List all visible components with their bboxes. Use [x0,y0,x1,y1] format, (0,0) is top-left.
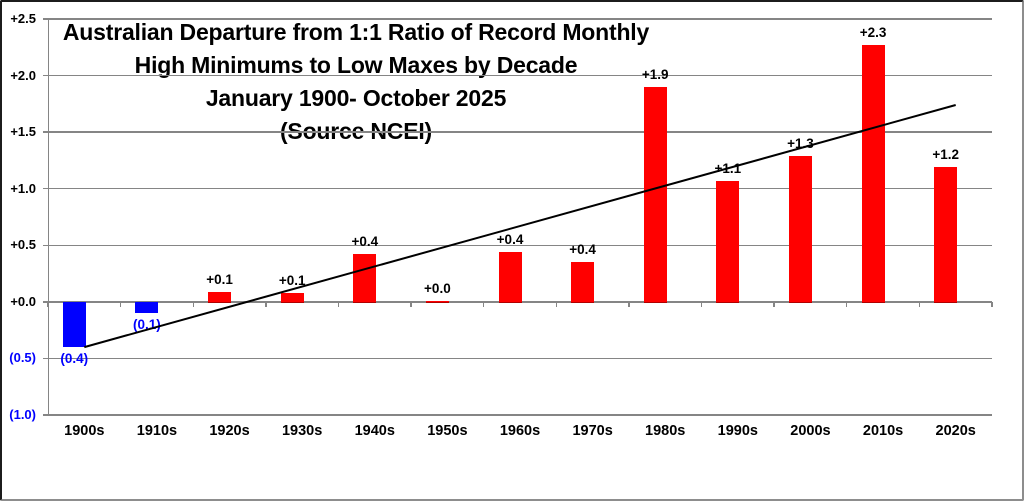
y-axis-label: +0.0 [10,293,36,309]
bar-value-label: +0.1 [278,272,306,288]
x-axis-label-1940s: 1940s [354,423,395,439]
y-axis-label: +1.5 [10,124,36,140]
y-axis-label: +2.5 [10,11,36,26]
bar-1930s [280,292,304,303]
bar-2020s [934,167,958,303]
bar-value-label: +1.1 [714,160,742,176]
gridline [43,74,992,77]
y-axis-line [48,19,50,415]
y-axis-label: (1.0) [9,407,36,422]
x-axis-tick [337,301,340,307]
x-axis-tick [192,301,194,307]
gridline [43,414,992,416]
x-axis-tick [773,301,775,307]
x-axis-tick [265,301,267,307]
x-axis-label-2010s: 2010s [862,423,904,439]
x-axis-tick [119,301,122,307]
x-axis-label-2000s: 2000s [790,423,831,439]
x-axis-tick [918,301,921,307]
x-axis-label-1990s: 1990s [717,423,758,439]
y-axis-label: +2.0 [10,67,36,83]
x-axis-tick [555,301,557,307]
bar-value-label: +0.1 [206,271,233,287]
chart-title-line-3: January 1900- October 2025 [205,85,507,111]
gridline [43,18,992,20]
x-axis-tick [47,301,49,307]
chart-title-line-1: Australian Departure from 1:1 Ratio of R… [62,19,650,45]
x-axis-label-2020s: 2020s [935,423,976,439]
chart-title-line-2: High Minimums to Low Maxes by Decade [134,52,578,78]
bar-value-label: +0.4 [496,232,524,248]
y-axis-label: (0.5) [9,350,36,366]
x-axis-tick [991,301,993,307]
x-axis-label-1950s: 1950s [427,423,468,439]
bar-2000s [788,155,812,303]
bar-1900s [62,301,86,348]
bar-1970s [571,262,595,303]
x-axis-tick [700,301,703,307]
bar-value-label: +2.3 [859,25,887,41]
bar-value-label: +1.3 [787,135,814,151]
bar-value-label: +1.9 [641,66,669,82]
x-axis-label-1930s: 1930s [281,423,323,439]
bar-1940s [353,254,377,303]
x-axis-label-1910s: 1910s [136,423,178,439]
y-axis-label: +1.0 [10,180,36,196]
bar-value-label: (0.1) [133,317,161,333]
bar-1950s [425,300,449,303]
x-axis-label-1900s: 1900s [64,423,105,439]
y-axis-label: +0.5 [10,237,36,253]
gridline [43,131,992,133]
bar-1960s [498,252,522,303]
bar-value-label: +1.2 [932,147,960,163]
chart-title: Australian Departure from 1:1 Ratio of R… [6,16,706,148]
x-axis-label-1920s: 1920s [209,423,250,439]
x-axis-label-1960s: 1960s [499,423,541,439]
bar-1980s [643,86,667,303]
bar-2010s [861,45,885,303]
bar-1990s [716,180,740,303]
bar-value-label: +0.4 [569,242,596,258]
x-axis-tick [628,301,630,307]
gridline [43,357,992,360]
bar-value-label: +0.4 [351,234,379,250]
x-axis-tick [482,301,485,307]
x-axis-label-1980s: 1980s [645,423,686,439]
x-axis-tick [410,301,412,307]
x-axis-tick [846,301,848,307]
bar-value-label: +0.0 [424,280,451,296]
bar-value-label: (0.4) [60,351,89,367]
x-axis-label-1970s: 1970s [572,423,613,439]
bar-1910s [135,301,159,314]
gridline [43,188,992,190]
bar-1920s [208,291,232,303]
